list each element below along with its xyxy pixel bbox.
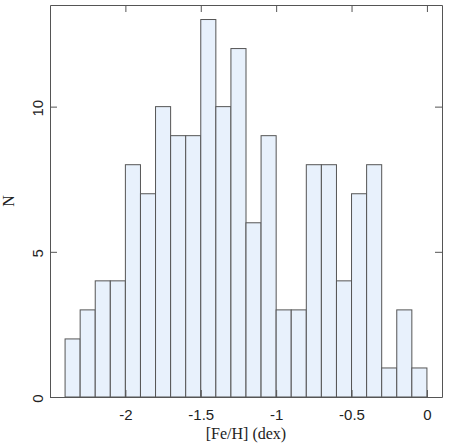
tick: -2 — [119, 390, 132, 423]
tick-label: 0 — [29, 394, 46, 402]
tick-label: -1 — [270, 406, 283, 423]
bar — [246, 223, 261, 397]
x-axis-title: [Fe/H] (dex) — [206, 425, 286, 443]
bar — [291, 310, 306, 397]
bar — [231, 49, 246, 397]
bar — [95, 281, 110, 397]
bar — [276, 310, 291, 397]
tick — [435, 397, 442, 398]
axis-line — [51, 397, 443, 398]
tick-mark — [435, 397, 442, 398]
bar — [65, 339, 80, 397]
tick: 10 — [29, 100, 57, 117]
axis-line — [51, 5, 443, 6]
tick-mark — [50, 252, 57, 253]
bar — [306, 165, 321, 397]
tick-mark — [201, 390, 202, 397]
tick-mark — [427, 390, 428, 397]
tick-mark — [435, 252, 442, 253]
tick — [276, 5, 277, 12]
axis-line — [50, 6, 51, 398]
tick — [427, 5, 428, 12]
tick-mark — [276, 390, 277, 397]
bar — [412, 368, 427, 397]
tick — [201, 5, 202, 12]
bar — [110, 281, 125, 397]
tick — [435, 252, 442, 253]
tick — [435, 107, 442, 108]
tick: 5 — [29, 249, 57, 257]
bar — [140, 194, 155, 397]
tick-mark — [125, 390, 126, 397]
y-axis-title: N — [0, 195, 17, 207]
tick-mark — [352, 390, 353, 397]
tick — [352, 5, 353, 12]
tick-label: -0.5 — [339, 406, 365, 423]
bar — [261, 136, 276, 397]
axis — [51, 5, 443, 12]
bars — [65, 20, 427, 397]
tick-label: -2 — [119, 406, 132, 423]
plot: -2 -1.5 -1 -0.5 0 0 5 10 — [29, 5, 443, 423]
tick-mark — [125, 5, 126, 12]
bar — [156, 107, 171, 397]
tick: 0 — [29, 394, 57, 402]
tick: 0 — [423, 390, 431, 423]
bar — [321, 165, 336, 397]
bar — [201, 20, 216, 397]
bar — [367, 165, 382, 397]
tick-mark — [50, 107, 57, 108]
bar — [336, 281, 351, 397]
bar — [352, 194, 367, 397]
bar — [382, 368, 397, 397]
axis — [435, 6, 443, 398]
tick-label: 0 — [423, 406, 431, 423]
bar — [216, 107, 231, 397]
bar — [397, 310, 412, 397]
axis: 0 5 10 — [29, 6, 57, 403]
tick-mark — [276, 5, 277, 12]
axis: -2 -1.5 -1 -0.5 0 — [51, 390, 443, 423]
tick-label: -1.5 — [188, 406, 214, 423]
tick-mark — [201, 5, 202, 12]
chart: -2 -1.5 -1 -0.5 0 0 5 10 [Fe/H] (dex) N — [0, 0, 454, 447]
tick-label: 10 — [29, 100, 46, 117]
bar — [80, 310, 95, 397]
tick-mark — [352, 5, 353, 12]
tick — [125, 5, 126, 12]
tick-mark — [435, 107, 442, 108]
tick: -0.5 — [339, 390, 365, 423]
bar — [186, 136, 201, 397]
bar — [171, 136, 186, 397]
tick-mark — [427, 5, 428, 12]
tick-mark — [50, 397, 57, 398]
tick-label: 5 — [29, 249, 46, 257]
bar — [125, 165, 140, 397]
tick: -1.5 — [188, 390, 214, 423]
axis-line — [442, 6, 443, 398]
tick: -1 — [270, 390, 283, 423]
